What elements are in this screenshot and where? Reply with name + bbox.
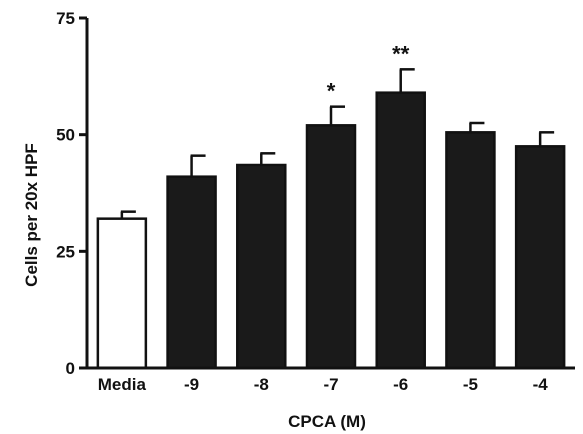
x-ticks-layer: Media -9 -8 -7 -6 -5 -4 <box>98 375 548 394</box>
significance-marker: ** <box>392 41 410 66</box>
significance-marker: * <box>327 79 336 104</box>
x-tick-label: -8 <box>254 375 269 394</box>
bar <box>236 163 287 370</box>
x-axis-title: CPCA (M) <box>288 412 366 431</box>
y-tick-label: 25 <box>56 242 75 261</box>
significance-layer: *** <box>327 41 410 103</box>
x-tick-label: -6 <box>393 375 408 394</box>
y-tick-label: 50 <box>56 126 75 145</box>
bar <box>514 145 566 370</box>
bar <box>375 91 426 370</box>
x-tick-label: -9 <box>184 375 199 394</box>
y-tick-label: 75 <box>56 9 75 28</box>
y-axis-title: Cells per 20x HPF <box>22 143 41 287</box>
y-tick-label: 0 <box>66 359 75 378</box>
bar <box>96 217 148 370</box>
x-tick-label: -4 <box>533 375 549 394</box>
x-tick-label: -5 <box>463 375 478 394</box>
x-tick-label: Media <box>98 375 147 394</box>
bars-layer <box>96 91 566 370</box>
bar <box>445 131 496 370</box>
y-ticks-layer: 0 25 50 75 <box>56 9 87 378</box>
x-tick-label: -7 <box>323 375 338 394</box>
bar <box>166 175 217 370</box>
error-bars-layer <box>120 68 555 219</box>
bar <box>305 124 357 370</box>
